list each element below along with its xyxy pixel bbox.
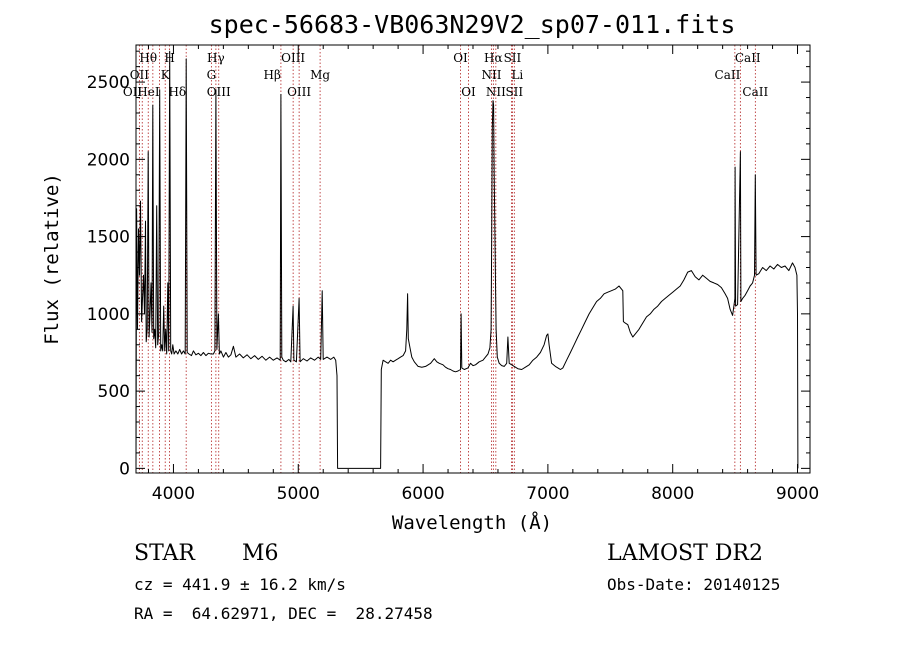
line-label: Hα bbox=[484, 51, 503, 65]
line-label: Hγ bbox=[207, 51, 225, 65]
line-label: CaII bbox=[742, 85, 768, 99]
object-subclass: M6 bbox=[242, 541, 279, 566]
line-label: CaII bbox=[735, 51, 761, 65]
line-label: Mg bbox=[310, 68, 330, 82]
line-label: K bbox=[161, 68, 171, 82]
line-label: Hδ bbox=[168, 85, 186, 99]
redshift-value: cz = 441.9 ± 16.2 km/s bbox=[134, 575, 346, 594]
x-tick-label: 9000 bbox=[776, 484, 819, 504]
survey-name: LAMOST DR2 bbox=[607, 541, 763, 566]
y-axis: 0 500 1000 1500 2000 2500 bbox=[87, 50, 810, 479]
y-tick-label: 500 bbox=[98, 382, 130, 402]
line-label: OIII bbox=[281, 51, 305, 65]
line-label: Hβ bbox=[264, 68, 281, 82]
line-label: OI bbox=[453, 51, 468, 65]
line-label: OII bbox=[130, 68, 150, 82]
line-label: G bbox=[207, 68, 217, 82]
y-tick-label: 2500 bbox=[87, 73, 130, 93]
line-label: Li bbox=[511, 68, 523, 82]
y-tick-label: 0 bbox=[119, 459, 130, 479]
spectrum-line bbox=[135, 50, 799, 469]
observation-date: Obs-Date: 20140125 bbox=[607, 575, 780, 594]
y-tick-label: 1500 bbox=[87, 228, 130, 248]
line-label: SII bbox=[505, 85, 523, 99]
coordinates: RA = 64.62971, DEC = 28.27458 bbox=[134, 604, 433, 623]
line-label: SII bbox=[504, 51, 522, 65]
spectral-line-markers bbox=[138, 45, 756, 473]
x-tick-label: 7000 bbox=[526, 484, 569, 504]
y-tick-label: 2000 bbox=[87, 150, 130, 170]
line-label: HeI bbox=[137, 85, 160, 99]
spectrum-series bbox=[135, 50, 799, 469]
x-axis: 4000 5000 6000 7000 8000 9000 bbox=[147, 45, 819, 504]
line-label: OIII bbox=[287, 85, 311, 99]
line-label: OI bbox=[461, 85, 476, 99]
plot-frame bbox=[135, 44, 811, 474]
line-label: CaII bbox=[715, 68, 741, 82]
line-label: OIII bbox=[207, 85, 231, 99]
object-class: STAR bbox=[134, 541, 196, 566]
y-axis-label: Flux (relative) bbox=[41, 173, 63, 345]
chart-title: spec-56683-VB063N29V2_sp07-011.fits bbox=[209, 10, 736, 39]
y-tick-label: 1000 bbox=[87, 305, 130, 325]
line-label: NII bbox=[481, 68, 501, 82]
line-label: NII bbox=[486, 85, 506, 99]
x-axis-label: Wavelength (Å) bbox=[392, 511, 552, 534]
x-tick-label: 8000 bbox=[651, 484, 694, 504]
line-label: OII bbox=[123, 85, 143, 99]
x-tick-label: 5000 bbox=[277, 484, 320, 504]
x-tick-label: 4000 bbox=[152, 484, 195, 504]
x-tick-label: 6000 bbox=[401, 484, 444, 504]
line-label: Hθ bbox=[139, 51, 157, 65]
